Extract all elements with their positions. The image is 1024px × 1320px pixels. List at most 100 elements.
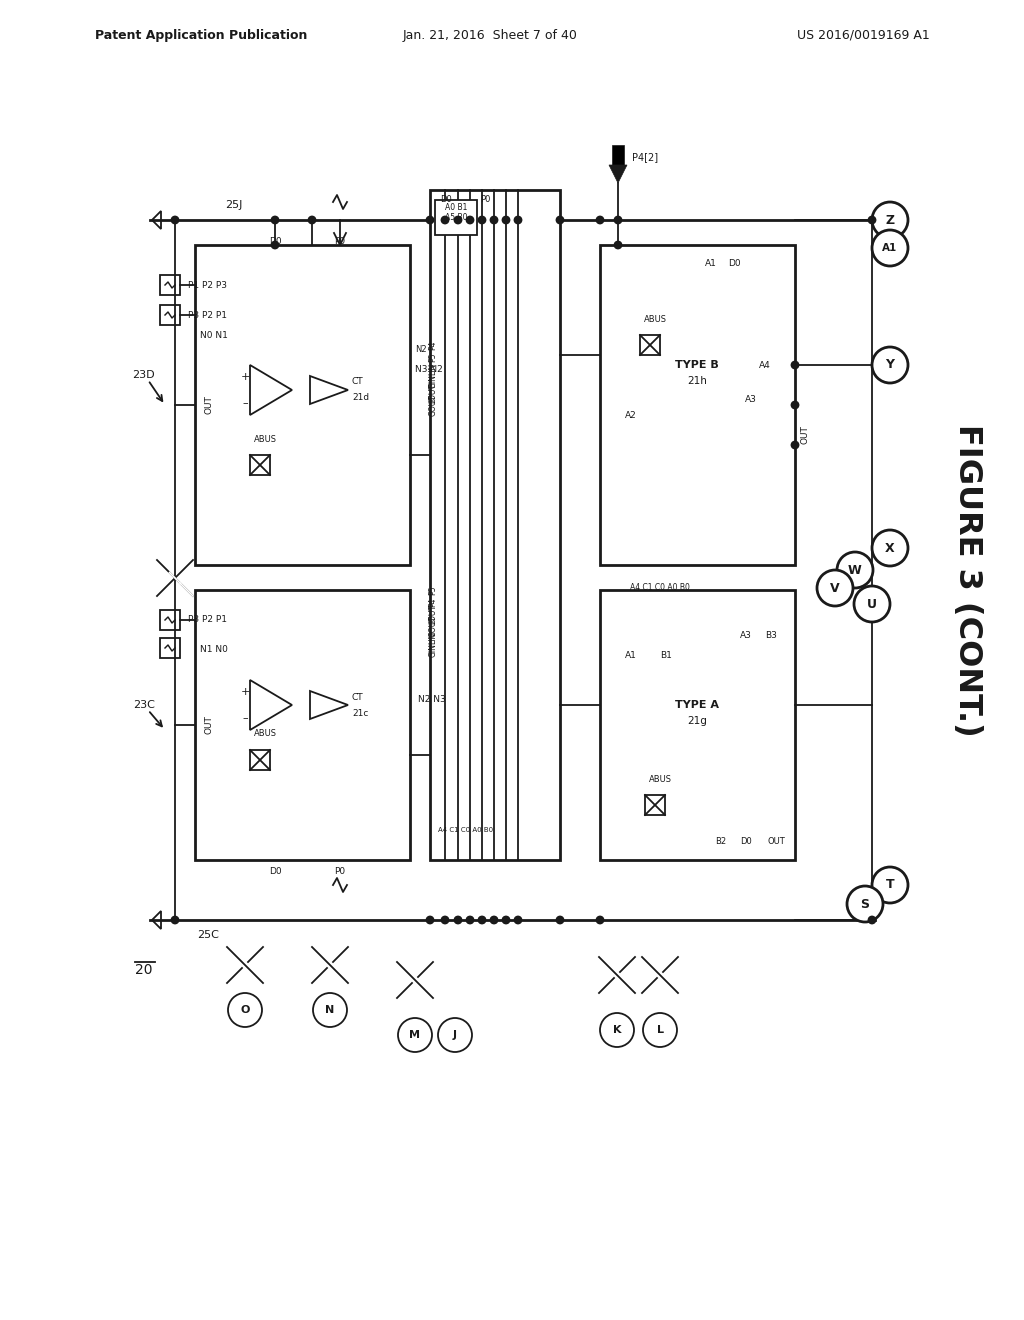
Text: M: M bbox=[410, 1030, 421, 1040]
Text: A5 B0: A5 B0 bbox=[444, 214, 467, 223]
Circle shape bbox=[479, 917, 485, 923]
Text: K: K bbox=[612, 1026, 622, 1035]
Text: +: + bbox=[241, 686, 250, 697]
Text: Z: Z bbox=[886, 214, 895, 227]
Text: D0: D0 bbox=[268, 867, 282, 876]
Circle shape bbox=[614, 242, 622, 248]
Bar bbox=[160, 638, 180, 657]
Text: P0: P0 bbox=[335, 238, 345, 247]
Circle shape bbox=[503, 916, 510, 924]
Text: TYPE B: TYPE B bbox=[675, 360, 719, 370]
Circle shape bbox=[441, 216, 449, 223]
Circle shape bbox=[490, 916, 498, 924]
Text: OUT: OUT bbox=[205, 715, 213, 734]
Text: P0: P0 bbox=[335, 867, 345, 876]
Text: ABUS: ABUS bbox=[643, 314, 667, 323]
Text: J: J bbox=[453, 1030, 457, 1040]
Text: A3: A3 bbox=[745, 396, 757, 404]
Text: 25J: 25J bbox=[225, 201, 243, 210]
Text: OUT: OUT bbox=[800, 425, 809, 445]
Text: LIN: LIN bbox=[428, 363, 437, 375]
Text: D0: D0 bbox=[740, 837, 752, 846]
Text: GOUT: GOUT bbox=[428, 615, 437, 638]
Text: A1: A1 bbox=[705, 259, 717, 268]
Text: X: X bbox=[885, 541, 895, 554]
Text: 21g: 21g bbox=[687, 715, 707, 726]
Text: 20: 20 bbox=[135, 964, 153, 977]
Circle shape bbox=[872, 347, 908, 383]
Text: W: W bbox=[848, 564, 862, 577]
Bar bbox=[600, 246, 795, 565]
Text: N1 N0: N1 N0 bbox=[200, 645, 228, 655]
Circle shape bbox=[313, 993, 347, 1027]
Text: D0: D0 bbox=[728, 259, 740, 268]
Bar bbox=[645, 795, 665, 814]
Text: N0 N1: N0 N1 bbox=[200, 330, 228, 339]
Text: TYPE A: TYPE A bbox=[675, 700, 719, 710]
Text: A1: A1 bbox=[625, 651, 637, 660]
Text: B3: B3 bbox=[765, 631, 777, 639]
Polygon shape bbox=[609, 165, 627, 183]
Text: CT: CT bbox=[352, 693, 364, 701]
Text: B2: B2 bbox=[715, 837, 726, 846]
Text: V: V bbox=[830, 582, 840, 594]
Circle shape bbox=[614, 216, 622, 223]
Text: P4: P4 bbox=[428, 597, 437, 607]
Text: GIN: GIN bbox=[428, 374, 437, 388]
Text: A4 C1 C0 A0 B0: A4 C1 C0 A0 B0 bbox=[438, 828, 494, 833]
Circle shape bbox=[556, 916, 563, 924]
Text: FIGURE 3 (CONT.): FIGURE 3 (CONT.) bbox=[952, 424, 983, 737]
Text: GIN: GIN bbox=[428, 643, 437, 657]
Text: A0 B1: A0 B1 bbox=[444, 203, 467, 213]
Circle shape bbox=[467, 916, 473, 924]
Text: CT: CT bbox=[352, 378, 364, 387]
Text: A2: A2 bbox=[625, 411, 637, 420]
Bar bbox=[435, 201, 477, 235]
Circle shape bbox=[597, 216, 603, 223]
Bar bbox=[160, 610, 180, 630]
Circle shape bbox=[556, 216, 563, 223]
Text: P5: P5 bbox=[428, 352, 437, 362]
Text: GOUT: GOUT bbox=[428, 395, 437, 416]
Circle shape bbox=[441, 916, 449, 924]
Text: 25C: 25C bbox=[197, 931, 219, 940]
Text: +: + bbox=[241, 372, 250, 381]
Circle shape bbox=[503, 216, 510, 223]
Circle shape bbox=[868, 216, 876, 223]
Circle shape bbox=[503, 917, 509, 923]
Text: LOUT: LOUT bbox=[428, 605, 437, 624]
Bar bbox=[195, 590, 410, 861]
Text: A3: A3 bbox=[740, 631, 752, 639]
Text: N2 N3: N2 N3 bbox=[418, 696, 445, 705]
Text: N3 N2: N3 N2 bbox=[415, 366, 442, 375]
Text: A1: A1 bbox=[883, 243, 898, 253]
Circle shape bbox=[427, 216, 433, 223]
Text: US 2016/0019169 A1: US 2016/0019169 A1 bbox=[798, 29, 930, 41]
Circle shape bbox=[171, 916, 178, 924]
Text: N2: N2 bbox=[415, 346, 427, 355]
Bar bbox=[160, 275, 180, 294]
Text: L: L bbox=[656, 1026, 664, 1035]
Text: T: T bbox=[886, 879, 894, 891]
Circle shape bbox=[171, 216, 178, 223]
Text: N: N bbox=[326, 1005, 335, 1015]
Circle shape bbox=[847, 886, 883, 921]
Text: P0: P0 bbox=[480, 195, 490, 205]
Text: U: U bbox=[867, 598, 877, 610]
Text: ABUS: ABUS bbox=[648, 775, 672, 784]
Text: P5: P5 bbox=[428, 585, 437, 595]
Circle shape bbox=[643, 1012, 677, 1047]
Circle shape bbox=[600, 1012, 634, 1047]
Bar bbox=[430, 190, 560, 861]
Text: OUT: OUT bbox=[767, 837, 784, 846]
Text: B1: B1 bbox=[660, 651, 672, 660]
Text: Y: Y bbox=[886, 359, 895, 371]
Bar bbox=[600, 590, 795, 861]
Text: P4: P4 bbox=[428, 341, 437, 350]
Circle shape bbox=[872, 202, 908, 238]
Text: OUT: OUT bbox=[205, 396, 213, 414]
Text: 21d: 21d bbox=[352, 393, 369, 403]
Bar bbox=[250, 750, 270, 770]
Text: Jan. 21, 2016  Sheet 7 of 40: Jan. 21, 2016 Sheet 7 of 40 bbox=[402, 29, 578, 41]
Circle shape bbox=[478, 216, 485, 223]
